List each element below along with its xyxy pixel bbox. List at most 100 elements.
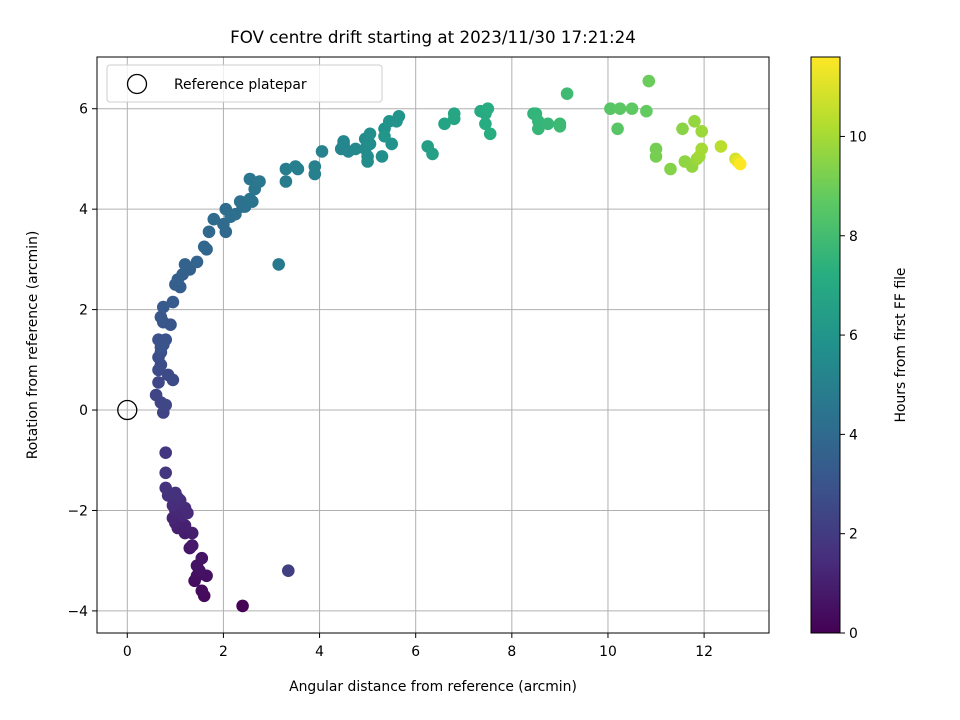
colorbar-tick-label: 2 — [849, 527, 858, 543]
y-tick-label: 4 — [79, 202, 88, 218]
data-point — [279, 175, 293, 188]
data-point — [688, 115, 701, 128]
data-point — [308, 160, 322, 173]
data-point — [481, 102, 495, 115]
data-point — [664, 162, 677, 176]
data-point — [164, 318, 177, 332]
data-point — [483, 127, 497, 141]
legend-marker — [126, 73, 148, 95]
data-point — [426, 147, 439, 161]
x-tick-label: 2 — [219, 644, 228, 660]
y-tick-label: 0 — [79, 403, 88, 419]
colorbar-label: Hours from first FF file — [893, 268, 909, 423]
data-point — [676, 122, 689, 136]
data-point — [195, 584, 209, 598]
data-point — [195, 551, 209, 565]
x-tick-label: 6 — [411, 644, 420, 660]
data-point — [604, 102, 617, 115]
data-point — [253, 175, 266, 188]
data-point — [159, 446, 172, 460]
y-tick-label: 2 — [79, 303, 88, 319]
data-point — [714, 140, 728, 153]
x-tick-label: 10 — [599, 644, 617, 660]
data-point — [207, 212, 221, 226]
data-point — [154, 341, 168, 354]
data-point — [282, 564, 295, 577]
scatter-points — [149, 74, 747, 613]
data-point — [361, 155, 374, 168]
data-point — [279, 162, 293, 176]
data-point — [178, 519, 192, 532]
data-point — [166, 295, 180, 309]
data-point — [349, 142, 362, 156]
data-point — [649, 150, 663, 163]
legend: Reference platepar — [106, 64, 383, 103]
data-point — [438, 117, 451, 131]
data-point — [149, 388, 163, 402]
data-point — [642, 74, 656, 88]
colorbar-tick-label: 10 — [849, 129, 867, 145]
plot-frame — [96, 56, 770, 634]
data-point — [152, 376, 165, 389]
data-point — [243, 172, 257, 186]
data-point — [447, 107, 461, 120]
y-tick-label: 6 — [79, 102, 88, 118]
data-point — [289, 160, 302, 173]
legend-label: Reference platepar — [174, 77, 307, 93]
data-point — [541, 117, 555, 131]
y-tick-label: −4 — [68, 604, 89, 620]
colorbar-tick-label: 0 — [849, 626, 858, 642]
x-axis-ticks: 0 2 4 6 8 10 12 — [123, 633, 713, 660]
data-point — [272, 258, 286, 271]
colorbar — [810, 56, 841, 634]
data-point — [181, 506, 194, 520]
data-point — [166, 373, 180, 387]
y-axis-label: Rotation from reference (arcmin) — [25, 231, 41, 460]
data-point — [169, 486, 182, 500]
data-point — [733, 157, 747, 171]
data-point — [178, 258, 192, 271]
data-point — [695, 142, 708, 156]
data-point — [159, 466, 172, 480]
data-point — [337, 135, 350, 148]
data-point — [236, 599, 249, 613]
data-point — [157, 300, 170, 314]
legend-box — [106, 64, 383, 103]
x-tick-label: 0 — [123, 644, 132, 660]
x-axis-label: Angular distance from reference (arcmin) — [289, 679, 577, 695]
data-point — [532, 122, 545, 136]
colorbar-tick-label: 8 — [849, 229, 858, 245]
x-tick-label: 8 — [507, 644, 516, 660]
data-point — [154, 310, 168, 324]
data-point — [695, 125, 708, 138]
x-tick-label: 12 — [695, 644, 713, 660]
data-point — [640, 104, 653, 118]
data-point — [315, 145, 329, 158]
data-point — [159, 398, 172, 412]
y-axis-ticks: −4 −2 0 2 4 6 — [68, 102, 97, 620]
colorbar-ticks: 0 2 4 6 8 10 — [840, 129, 867, 642]
data-point — [479, 117, 492, 131]
y-tick-label: −2 — [68, 503, 88, 519]
data-point — [378, 130, 391, 143]
colorbar-tick-label: 6 — [849, 328, 858, 344]
data-point — [363, 137, 377, 151]
data-point — [200, 243, 213, 256]
data-point — [243, 192, 257, 206]
data-point — [553, 120, 567, 133]
data-point — [375, 150, 389, 163]
data-point — [363, 127, 377, 141]
colorbar-tick-label: 4 — [849, 427, 858, 443]
data-point — [613, 102, 627, 115]
data-point — [611, 122, 624, 136]
data-point — [560, 87, 574, 100]
data-point — [190, 255, 204, 269]
data-point — [392, 110, 406, 123]
data-point — [202, 225, 216, 239]
data-point — [159, 481, 172, 495]
reference-point-marker — [117, 399, 138, 421]
x-tick-label: 4 — [315, 644, 324, 660]
chart-title: FOV centre drift starting at 2023/11/30 … — [230, 27, 636, 47]
data-point — [185, 539, 199, 552]
